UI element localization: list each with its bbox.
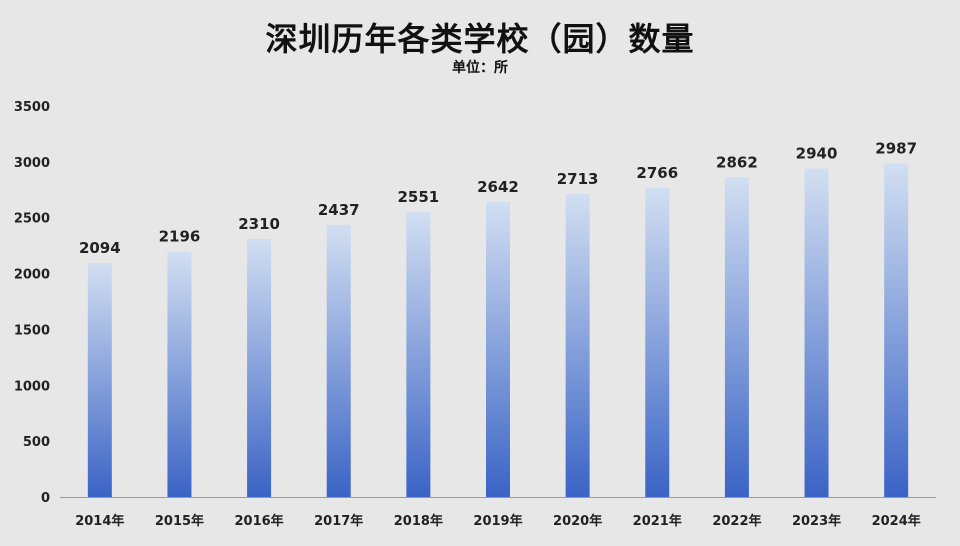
bar xyxy=(645,187,670,497)
bar xyxy=(724,177,749,497)
bar xyxy=(87,263,112,497)
bar xyxy=(247,238,272,497)
x-tick-label: 2024年 xyxy=(872,513,921,529)
x-tick-label: 2015年 xyxy=(155,513,204,529)
bar xyxy=(486,201,510,497)
data-label: 2196 xyxy=(159,228,201,246)
bar xyxy=(884,163,909,497)
bar-series xyxy=(87,163,909,498)
x-tick-label: 2019年 xyxy=(473,513,522,529)
chart-title: 深圳历年各类学校（园）数量 xyxy=(265,20,695,58)
y-axis: 0 500 1000 1500 2000 2500 3000 3500 xyxy=(14,100,936,506)
bar xyxy=(326,224,351,497)
data-label: 2094 xyxy=(79,239,121,257)
x-tick-label: 2021年 xyxy=(633,513,682,529)
data-label: 2940 xyxy=(796,145,838,163)
data-label: 2713 xyxy=(557,170,599,188)
data-label: 2310 xyxy=(238,215,280,233)
data-label: 2437 xyxy=(318,201,360,219)
x-tick-label: 2014年 xyxy=(75,513,124,529)
y-tick-label: 3000 xyxy=(14,156,50,171)
x-tick-label: 2020年 xyxy=(553,513,602,529)
x-tick-label: 2022年 xyxy=(712,513,761,529)
y-tick-label: 3500 xyxy=(14,100,50,115)
data-label: 2862 xyxy=(716,153,758,171)
y-tick-label: 500 xyxy=(23,435,50,450)
y-tick-label: 2000 xyxy=(14,268,50,283)
x-tick-label: 2023年 xyxy=(792,513,841,529)
bar xyxy=(406,212,431,498)
bar xyxy=(804,168,829,497)
data-label: 2766 xyxy=(636,164,678,182)
data-labels: 2094 2196 2310 2437 2551 2642 2713 2766 2862 2940… xyxy=(79,139,917,257)
y-tick-label: 0 xyxy=(41,491,50,506)
bar xyxy=(565,193,590,498)
x-tick-label: 2016年 xyxy=(234,513,283,529)
bar xyxy=(167,251,192,497)
data-label: 2987 xyxy=(875,139,917,157)
x-axis: 2014年 2015年 2016年 2017年 2018年 2019年 2020年 2021年… xyxy=(75,513,921,529)
data-label: 2551 xyxy=(397,188,439,206)
x-tick-label: 2018年 xyxy=(394,513,443,529)
y-tick-label: 1000 xyxy=(14,379,50,394)
y-tick-label: 2500 xyxy=(14,212,50,227)
y-tick-label: 1500 xyxy=(14,323,50,338)
x-tick-label: 2017年 xyxy=(314,513,363,529)
chart-subtitle: 单位：所 xyxy=(452,60,508,76)
data-label: 2642 xyxy=(477,178,519,196)
